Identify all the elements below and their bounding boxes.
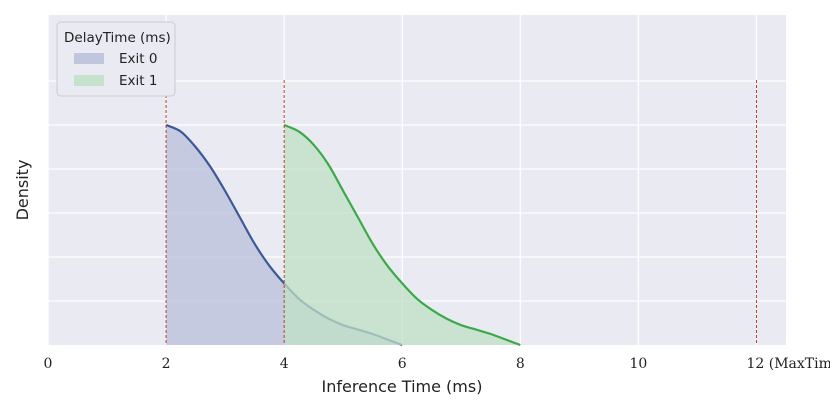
x-tick-labels: 0 2 4 6 8 10 12 (MaxTime) bbox=[44, 356, 830, 372]
x-axis-label: Inference Time (ms) bbox=[322, 377, 483, 396]
legend-swatch-exit-1 bbox=[74, 75, 104, 86]
x-tick-label-4: 8 bbox=[516, 356, 525, 372]
delay-lines bbox=[165, 80, 757, 345]
x-tick-label-5: 10 bbox=[629, 356, 647, 372]
legend: DelayTime (ms) Exit 0 Exit 1 bbox=[56, 21, 176, 97]
legend-label-exit-0: Exit 0 bbox=[119, 51, 157, 67]
density-line-exit-1 bbox=[283, 123, 521, 347]
legend-swatch-exit-0 bbox=[74, 53, 104, 64]
x-tick-label-3: 6 bbox=[398, 356, 407, 372]
x-tick-label-1: 2 bbox=[162, 356, 171, 372]
legend-title: DelayTime (ms) bbox=[64, 30, 171, 46]
y-axis-label: Density bbox=[13, 160, 32, 221]
x-tick-label-2: 4 bbox=[280, 356, 289, 372]
x-tick-label-0: 0 bbox=[44, 356, 53, 372]
legend-label-exit-1: Exit 1 bbox=[119, 73, 157, 89]
area-fill-exit-0 bbox=[166, 125, 403, 345]
x-tick-label-6: 12 (MaxTime) bbox=[746, 356, 830, 372]
area-fill-exit-1 bbox=[284, 125, 521, 345]
density-areas bbox=[165, 123, 521, 347]
